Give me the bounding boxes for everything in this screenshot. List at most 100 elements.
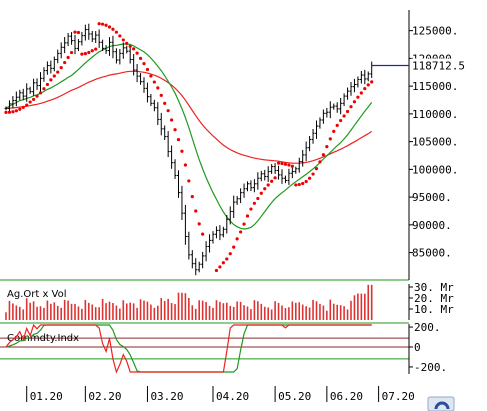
parabolic-sar-dot — [218, 265, 222, 269]
parabolic-sar-dot — [197, 222, 201, 226]
parabolic-sar-dot — [304, 179, 308, 184]
parabolic-sar-dot — [104, 23, 108, 27]
parabolic-sar-dot — [45, 82, 50, 87]
moving-average-slow-line — [5, 70, 373, 164]
parabolic-sar-dot — [142, 62, 146, 66]
moving-average-fast-line — [5, 43, 373, 230]
parabolic-sar-dot — [259, 191, 263, 195]
parabolic-sar-dot — [276, 161, 281, 165]
parabolic-sar-dot — [163, 101, 167, 105]
parabolic-sar-dot — [325, 145, 329, 149]
parabolic-sar-dot — [145, 67, 150, 72]
parabolic-sar-dot — [245, 214, 250, 218]
volume-tick-label: 10. Mr — [414, 303, 454, 316]
parabolic-sar-dot — [38, 91, 43, 95]
parabolic-sar-dot — [132, 47, 136, 51]
parabolic-sar-dot — [263, 187, 267, 191]
parabolic-sar-dot — [256, 196, 260, 201]
parabolic-sar-dot — [101, 22, 105, 26]
oscillator-panel-title: Commdty.Indx — [7, 333, 79, 344]
parabolic-sar-dot — [76, 30, 81, 35]
price-tick-label: 90000. — [412, 219, 452, 232]
parabolic-sar-dot — [149, 74, 153, 78]
parabolic-sar-dot — [339, 118, 343, 123]
oscillator-tick-label: -200. — [414, 361, 447, 374]
parabolic-sar-dot — [232, 245, 236, 249]
parabolic-sar-dot — [66, 55, 70, 60]
parabolic-sar-dot — [273, 176, 277, 180]
parabolic-sar-dot — [176, 137, 181, 142]
price-tick-label: 95000. — [412, 191, 452, 204]
parabolic-sar-dot — [283, 162, 288, 166]
parabolic-sar-dot — [366, 83, 370, 87]
scroll-icon[interactable] — [427, 396, 455, 411]
parabolic-sar-dot — [266, 183, 270, 187]
parabolic-sar-dot — [356, 95, 360, 99]
parabolic-sar-dot — [239, 230, 243, 234]
parabolic-sar-dot — [152, 80, 156, 84]
parabolic-sar-dot — [156, 86, 160, 90]
parabolic-sar-dot — [21, 105, 25, 109]
volume-panel-title: Ag.Ort x Vol — [7, 289, 67, 300]
parabolic-sar-dot — [97, 22, 101, 26]
parabolic-sar-dot — [173, 128, 177, 132]
parabolic-sar-dot — [69, 50, 74, 55]
parabolic-sar-dot — [345, 109, 350, 114]
parabolic-sar-dot — [87, 50, 91, 55]
parabolic-sar-dot — [280, 161, 284, 166]
price-tick-label: 85000. — [412, 247, 452, 260]
price-tick-label: 125000. — [412, 25, 458, 38]
parabolic-sar-dot — [28, 100, 32, 104]
parabolic-sar-dot — [170, 118, 174, 122]
parabolic-sar-dot — [80, 52, 84, 56]
volume-tick-label: 30. Mr — [414, 281, 454, 294]
parabolic-sar-dot — [83, 52, 87, 56]
oscillator-line — [5, 323, 372, 374]
parabolic-sar-dot — [31, 97, 36, 102]
parabolic-sar-dot — [121, 38, 125, 42]
parabolic-sar-dot — [25, 103, 29, 107]
parabolic-sar-dot — [111, 27, 115, 31]
parabolic-sar-dot — [363, 87, 367, 91]
parabolic-sar-dot — [138, 56, 143, 60]
parabolic-sar-dot — [183, 163, 187, 167]
parabolic-sar-dot — [42, 87, 46, 91]
parabolic-sar-dot — [128, 44, 132, 48]
x-tick-label: 03.20 — [150, 390, 183, 403]
parabolic-sar-dot — [270, 179, 274, 183]
parabolic-sar-dot — [90, 49, 94, 53]
parabolic-sar-dot — [94, 47, 98, 51]
parabolic-sar-dot — [187, 179, 191, 183]
parabolic-sar-dot — [114, 30, 118, 34]
parabolic-sar-dot — [225, 257, 229, 261]
parabolic-sar-dot — [242, 222, 246, 226]
parabolic-sar-dot — [314, 167, 319, 171]
parabolic-sar-dot — [73, 30, 77, 34]
parabolic-sar-dot — [159, 93, 163, 97]
parabolic-sar-dot — [214, 268, 219, 273]
oscillator-tick-label: 200. — [414, 321, 441, 334]
parabolic-sar-dot — [321, 153, 325, 157]
price-tick-label: 110000. — [412, 108, 458, 121]
parabolic-sar-dot — [349, 105, 353, 109]
price-tick-label: 105000. — [412, 136, 458, 149]
parabolic-sar-dot — [342, 114, 346, 118]
parabolic-sar-dot — [166, 109, 170, 113]
parabolic-sar-dot — [52, 74, 56, 78]
parabolic-sar-dot — [318, 160, 322, 164]
parabolic-sar-dot — [370, 80, 374, 84]
x-tick-label: 06.20 — [330, 390, 363, 403]
x-tick-label: 04.20 — [216, 390, 249, 403]
parabolic-sar-dot — [335, 123, 339, 127]
price-panel: 85000. 90000. 95000. 100000. 105000. 110000. 1… — [0, 10, 475, 281]
x-tick-label: 01.20 — [30, 390, 63, 403]
parabolic-sar-dot — [221, 261, 225, 265]
x-axis: 01.20 02.20 03.20 04.20 05.20 06.20 07.20 — [26, 386, 415, 403]
x-tick-label: 07.20 — [382, 390, 415, 403]
x-tick-label: 02.20 — [88, 390, 121, 403]
parabolic-sar-dot — [107, 25, 112, 29]
parabolic-sar-dot — [297, 182, 301, 187]
